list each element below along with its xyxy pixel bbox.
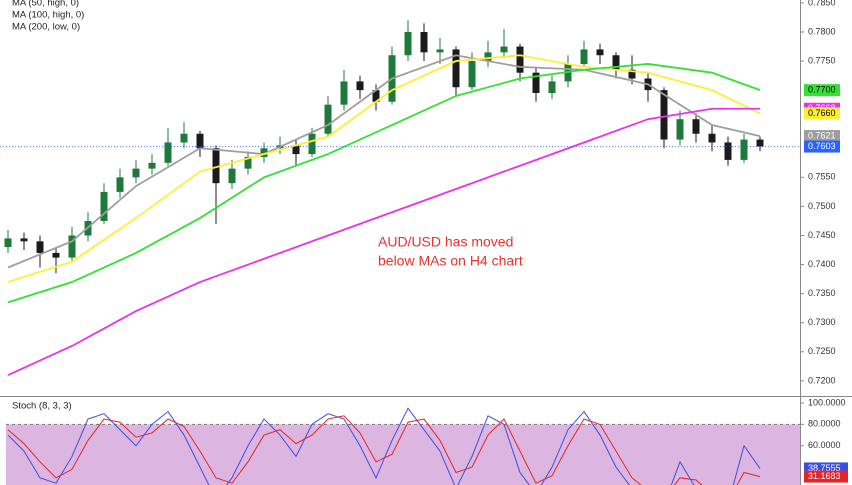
legend-entry: MA (50, high, 0) — [12, 0, 79, 9]
y-tick-label: 0.7300 — [808, 317, 836, 327]
price-tag-label: 0.7700 — [808, 85, 836, 95]
annotation: below MAs on H4 chart — [378, 253, 523, 269]
candle-body — [164, 142, 172, 163]
moving-average-line — [7, 63, 761, 304]
candle-body — [308, 133, 316, 155]
price-tag-label: 0.7603 — [808, 141, 836, 151]
candle-body — [660, 90, 668, 140]
legend-entry: MA (100, high, 0) — [12, 10, 84, 21]
candle-body — [212, 148, 220, 184]
candle-body — [548, 81, 556, 94]
y-tick-label: 0.7800 — [808, 26, 836, 36]
candle-body — [340, 81, 348, 105]
stoch-pane — [6, 407, 800, 485]
candle-body — [708, 133, 716, 143]
candle-body — [692, 119, 700, 134]
candle-body — [36, 241, 44, 253]
y-tick-label: 0.7850 — [808, 0, 836, 7]
candle-body — [516, 46, 524, 73]
y-tick-label: 100.0000 — [808, 397, 846, 407]
candle-body — [68, 235, 76, 258]
candle-body — [436, 49, 444, 53]
candle-body — [580, 49, 588, 64]
candle-body — [4, 238, 12, 248]
candle-body — [756, 139, 764, 147]
candle-body — [52, 252, 60, 258]
value-tag-label: 38.7555 — [808, 463, 841, 473]
candle-body — [500, 46, 508, 53]
y-tick-label: 0.7450 — [808, 230, 836, 240]
y-tick-label: 0.7400 — [808, 259, 836, 269]
legend-entry: MA (200, low, 0) — [12, 22, 80, 33]
candle-body — [724, 142, 732, 160]
price-pane: AUD/USD has moved below MAs on H4 chart — [0, 20, 800, 376]
stoch-band — [6, 424, 800, 485]
candle-body — [468, 61, 476, 88]
moving-average-line — [7, 54, 761, 283]
price-tag — [804, 107, 840, 120]
candle-body — [628, 69, 636, 79]
value-tag-label: 31.1683 — [808, 471, 841, 481]
candle-body — [324, 104, 332, 134]
candle-body — [20, 238, 28, 242]
candle-body — [132, 168, 140, 178]
price-tag — [804, 130, 840, 143]
price-tag-label: 0.7621 — [808, 130, 836, 140]
stoch-line — [7, 407, 761, 485]
candle-body — [116, 177, 124, 192]
candle-body — [484, 52, 492, 62]
axes: 0.7850 0.7800 0.7750 0.7550 0.7500 0.7450 0.74… — [12, 0, 848, 483]
y-tick-label: 0.7500 — [808, 201, 836, 211]
value-tag — [804, 470, 848, 483]
candle-body — [356, 81, 364, 91]
candle-body — [676, 119, 684, 140]
candle-body — [372, 90, 380, 102]
candle-body — [740, 139, 748, 160]
y-tick-label: 0.7350 — [808, 288, 836, 298]
y-tick-label: 0.7750 — [808, 55, 836, 65]
candle-body — [420, 31, 428, 53]
price-tag-label: 0.7660 — [808, 108, 836, 118]
candle-body — [196, 133, 204, 149]
y-tick-label: 0.7200 — [808, 375, 836, 385]
price-tag — [804, 140, 840, 153]
stoch-line — [7, 415, 761, 485]
y-tick-label: 0.7550 — [808, 172, 836, 182]
stoch-title: Stoch (8, 3, 3) — [12, 401, 72, 412]
candle-body — [532, 72, 540, 94]
y-tick-label: 80.0000 — [808, 419, 841, 429]
candle-body — [228, 168, 236, 184]
candle-body — [404, 31, 412, 56]
candle-body — [452, 49, 460, 88]
price-tag — [804, 84, 840, 97]
moving-average-line — [7, 107, 760, 376]
moving-average-line — [7, 54, 761, 269]
candle-body — [244, 157, 252, 169]
candle-body — [596, 49, 604, 56]
candle-body — [148, 162, 156, 169]
annotation: AUD/USD has moved — [378, 234, 513, 250]
candle-body — [260, 148, 268, 158]
candle-body — [100, 191, 108, 221]
y-tick-label: 0.7250 — [808, 346, 836, 356]
candle-body — [612, 55, 620, 70]
candle-body — [292, 145, 300, 155]
candle-body — [180, 133, 188, 143]
y-tick-label: 60.0000 — [808, 440, 841, 450]
